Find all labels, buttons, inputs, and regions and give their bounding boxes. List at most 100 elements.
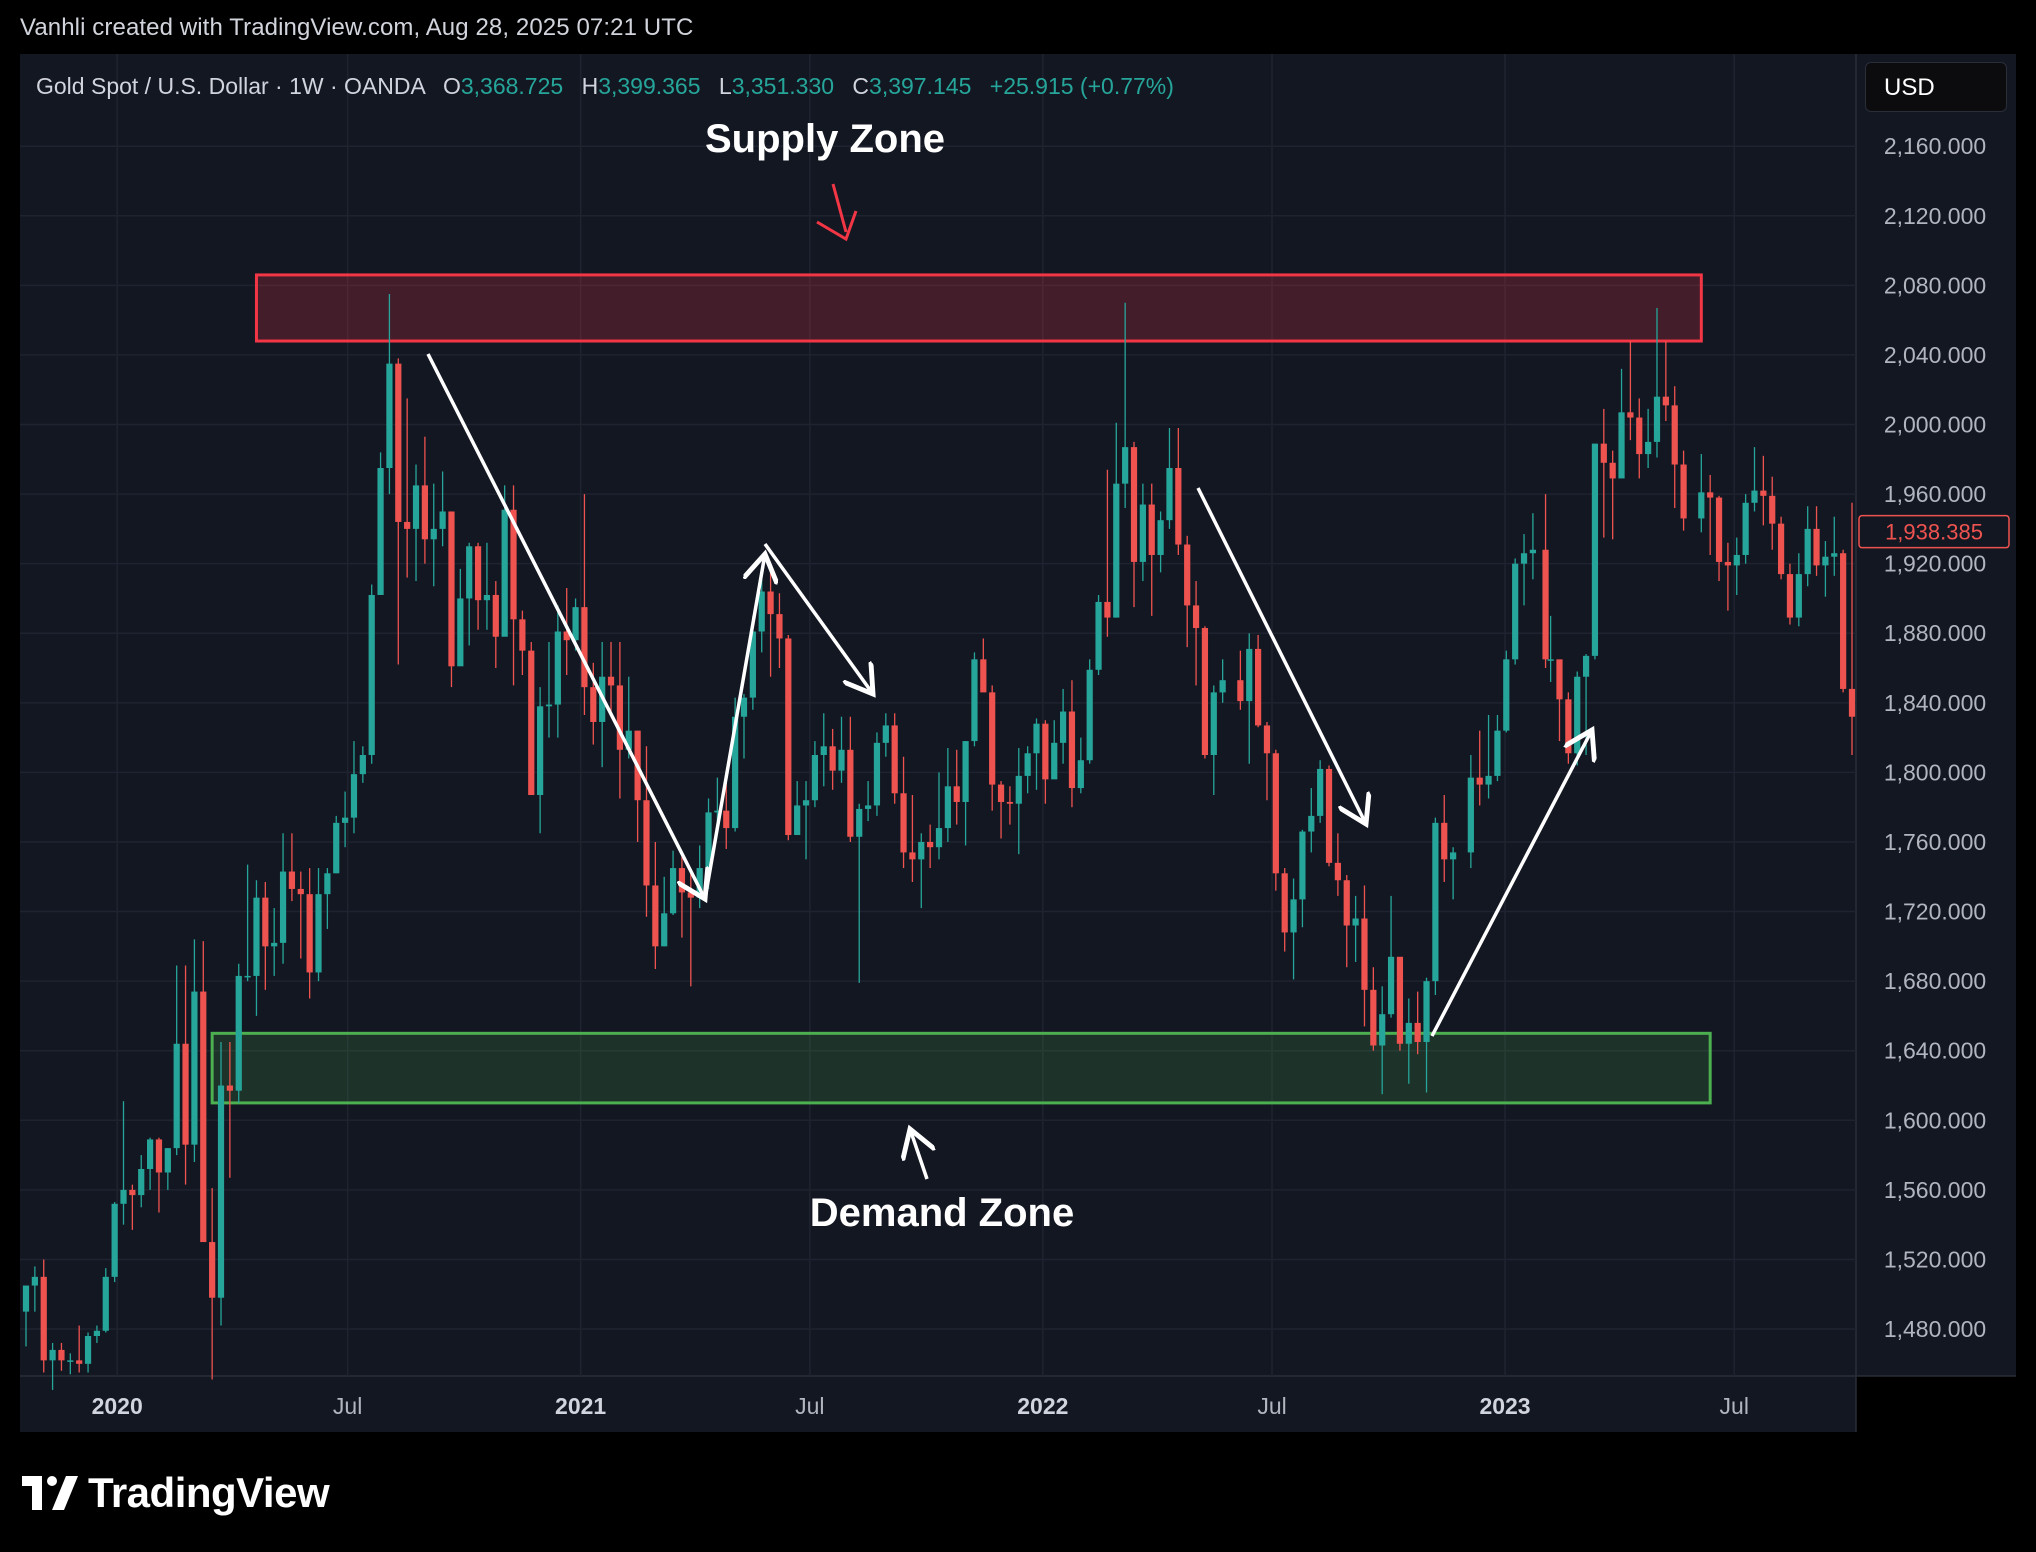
candles	[22, 294, 1856, 1390]
candle	[1033, 718, 1040, 790]
candle-body	[67, 1360, 74, 1362]
candle	[1565, 692, 1572, 764]
price-axis[interactable]	[1856, 54, 2016, 1376]
plot-area[interactable]	[20, 54, 1856, 1376]
candle-body	[1627, 412, 1634, 418]
candle-body	[226, 1085, 233, 1091]
candle-body	[1529, 549, 1536, 554]
candle	[1423, 977, 1430, 1093]
currency-button[interactable]: USD	[1865, 62, 2007, 112]
grid-lines	[20, 54, 1856, 1376]
y-tick-label: 1,560.000	[1884, 1177, 1986, 1203]
candle-body	[102, 1276, 109, 1331]
candle-body	[501, 509, 508, 637]
candle-body	[1680, 464, 1687, 519]
x-tick-label: Jul	[1257, 1393, 1286, 1419]
candle	[359, 746, 366, 783]
candle	[1822, 541, 1829, 597]
high-value: 3,399.365	[598, 73, 700, 99]
candle	[1192, 581, 1200, 686]
candle-body	[1450, 852, 1457, 860]
candle	[767, 570, 774, 677]
time-axis[interactable]	[20, 1376, 1856, 1432]
candle	[1201, 626, 1209, 759]
candle-body	[510, 509, 517, 620]
candle-body	[1804, 528, 1811, 575]
y-tick-label: 1,640.000	[1884, 1038, 1986, 1064]
candle-body	[1237, 680, 1244, 702]
candle-body	[723, 810, 730, 829]
candle-body	[262, 897, 269, 947]
candle-body	[1733, 554, 1740, 566]
candle	[1795, 553, 1802, 627]
candle-body	[1441, 822, 1448, 860]
tradingview-logo[interactable]: TradingView	[22, 1468, 330, 1518]
candle	[1006, 786, 1014, 825]
candle	[129, 1184, 136, 1230]
arrow-up-2	[1430, 730, 1592, 1037]
candle-body	[1130, 447, 1138, 562]
candle-body	[1795, 574, 1802, 618]
demand-zone-box	[210, 1031, 1712, 1105]
candle-body	[971, 659, 978, 742]
candle-body	[342, 817, 349, 823]
candle	[1352, 895, 1359, 963]
candle-body	[1813, 528, 1820, 566]
candle-body	[856, 808, 863, 837]
price-chart[interactable]: 2,160.000 2,120.000 2,080.000 2,040.000 2,00…	[20, 54, 2016, 1432]
candle	[368, 584, 375, 764]
candle	[980, 638, 987, 693]
y-tick-label: 2,120.000	[1884, 203, 1986, 229]
x-tick-label: Jul	[795, 1393, 824, 1419]
arrow-to-demand	[910, 1129, 927, 1180]
y-tick-label: 2,000.000	[1884, 412, 1986, 438]
candle	[1077, 737, 1084, 794]
candle	[661, 876, 668, 947]
candle	[58, 1342, 65, 1371]
candle	[1529, 513, 1536, 580]
candle	[1680, 450, 1687, 531]
candle	[1157, 511, 1164, 573]
candle	[918, 833, 925, 909]
symbol-name: Gold Spot / U.S. Dollar · 1W · OANDA	[36, 73, 426, 99]
candle	[935, 772, 943, 860]
candle-body	[519, 619, 526, 651]
candle-body	[333, 822, 340, 874]
candle	[1334, 833, 1341, 896]
symbol-legend[interactable]: Gold Spot / U.S. Dollar · 1W · OANDA O3,…	[36, 73, 1174, 99]
candle	[1777, 516, 1785, 580]
candle-body	[1024, 753, 1031, 776]
candle	[519, 610, 526, 675]
candle-body	[1751, 490, 1758, 503]
candle-body	[758, 591, 765, 632]
candle	[838, 716, 845, 783]
candle	[962, 741, 969, 846]
candle	[288, 833, 296, 902]
candle	[155, 1137, 163, 1213]
current-price-text: 1,938.385	[1885, 520, 1983, 545]
candle-body	[820, 746, 827, 756]
candle	[616, 641, 623, 799]
candle-body	[1485, 775, 1492, 785]
candle-body	[1742, 502, 1749, 555]
candle	[1556, 659, 1563, 742]
candle-body	[191, 991, 198, 1145]
candle-body	[767, 591, 774, 615]
candle	[1671, 386, 1678, 509]
candle	[873, 732, 881, 816]
candle-body	[1095, 601, 1102, 670]
candle-body	[1831, 553, 1838, 557]
candle-body	[705, 812, 712, 869]
candle-body	[1113, 483, 1120, 618]
candle	[997, 781, 1005, 839]
candle	[1467, 755, 1474, 869]
candle-body	[412, 485, 420, 529]
candle-body	[49, 1349, 56, 1361]
candle-body	[528, 650, 535, 796]
candle	[457, 568, 464, 667]
candle	[93, 1325, 101, 1343]
candle-body	[1662, 396, 1669, 406]
candle	[1210, 685, 1217, 796]
candle-body	[271, 942, 278, 947]
candle-body	[120, 1189, 127, 1204]
